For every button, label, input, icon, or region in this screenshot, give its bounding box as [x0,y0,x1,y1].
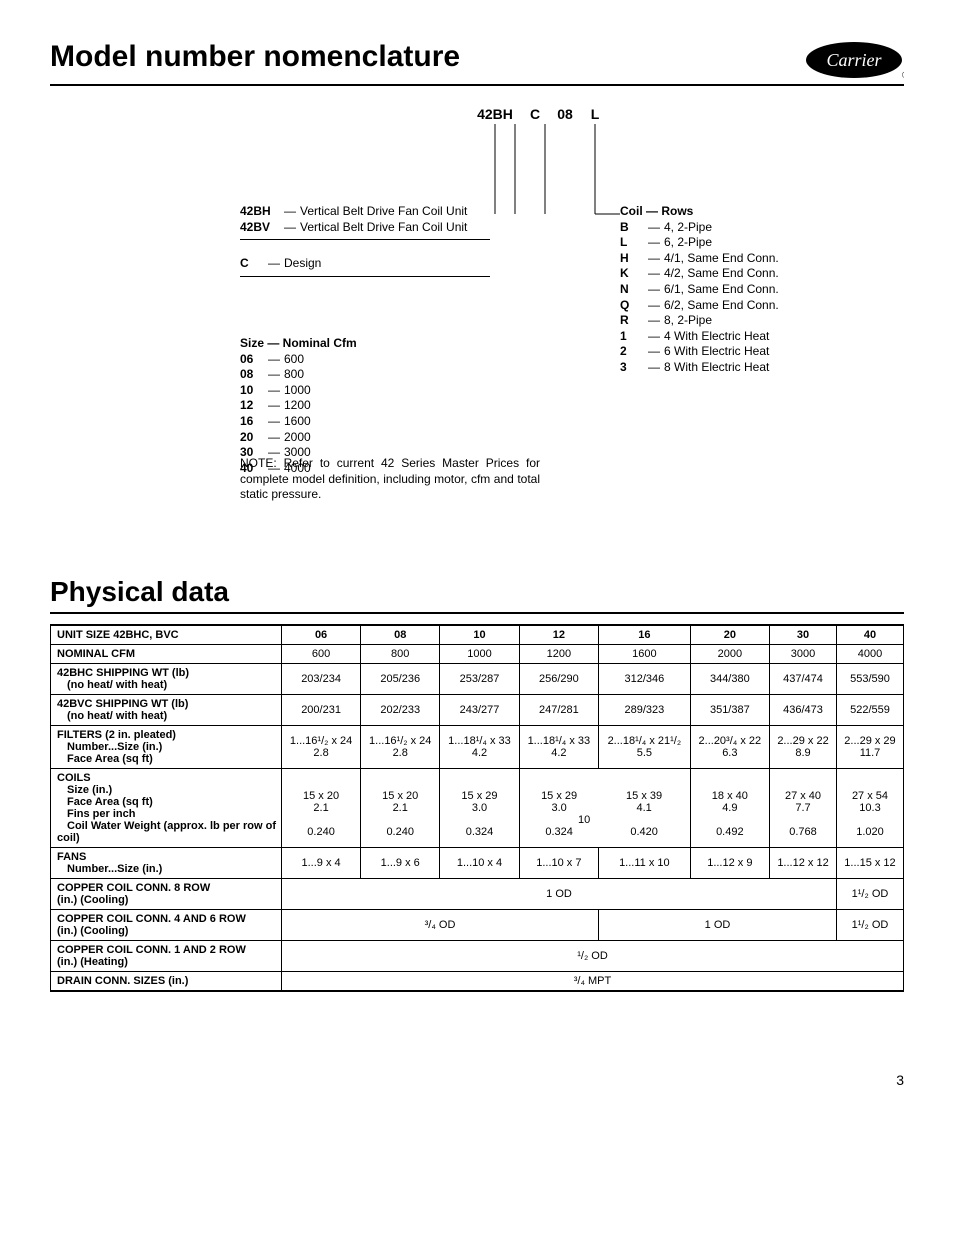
table-row: COILS Size (in.) Face Area (sq ft) Fins … [51,769,904,848]
model-seg-coil: L [580,106,610,122]
col-header: 06 [282,625,361,645]
table-row: DRAIN CONN. SIZES (in.) ³/₄ MPT [51,972,904,992]
section-title-physical: Physical data [50,576,904,614]
table-row: 42BHC SHIPPING WT (lb)(no heat/ with hea… [51,664,904,695]
col-header: 40 [836,625,903,645]
col-header: 30 [770,625,837,645]
nomenclature-diagram: 42BH C 08 L 42BH—Vertical Belt Drive Fan… [200,106,840,536]
table-row: COPPER COIL CONN. 4 AND 6 ROW(in.) (Cool… [51,910,904,941]
page-title: Model number nomenclature [50,40,460,74]
col-header: 10 [440,625,519,645]
table-row: 42BVC SHIPPING WT (lb)(no heat/ with hea… [51,695,904,726]
design-definition: C—Design [240,256,490,277]
model-seg-prefix: 42BH [470,106,520,122]
page-number: 3 [50,1072,904,1088]
col-header: 08 [361,625,440,645]
table-row: COPPER COIL CONN. 1 AND 2 ROW(in.) (Heat… [51,941,904,972]
svg-text:®: ® [902,70,904,80]
model-seg-design: C [520,106,550,122]
table-row: FANSNumber...Size (in.) 1...9 x 4 1...9 … [51,848,904,879]
col-header: 12 [519,625,598,645]
col-header: 16 [599,625,691,645]
table-row: COPPER COIL CONN. 8 ROW(in.) (Cooling) 1… [51,879,904,910]
model-seg-size: 08 [550,106,580,122]
coil-definitions: Coil — Rows B—4, 2-Pipe L—6, 2-Pipe H—4/… [620,204,840,376]
physical-data-table: UNIT SIZE 42BHC, BVC 06 08 10 12 16 20 3… [50,624,904,992]
table-row: FILTERS (2 in. pleated)Number...Size (in… [51,726,904,769]
svg-text:Carrier: Carrier [826,50,882,70]
model-code: 42BH C 08 L [470,106,610,122]
col-header: 20 [690,625,769,645]
prefix-definitions: 42BH—Vertical Belt Drive Fan Coil Unit 4… [240,204,490,240]
col-header: UNIT SIZE 42BHC, BVC [51,625,282,645]
brand-logo: Carrier ® [804,40,904,80]
nomenclature-note: NOTE: Refer to current 42 Series Master … [240,456,540,503]
table-row: NOMINAL CFM 600 800 1000 1200 1600 2000 … [51,645,904,664]
